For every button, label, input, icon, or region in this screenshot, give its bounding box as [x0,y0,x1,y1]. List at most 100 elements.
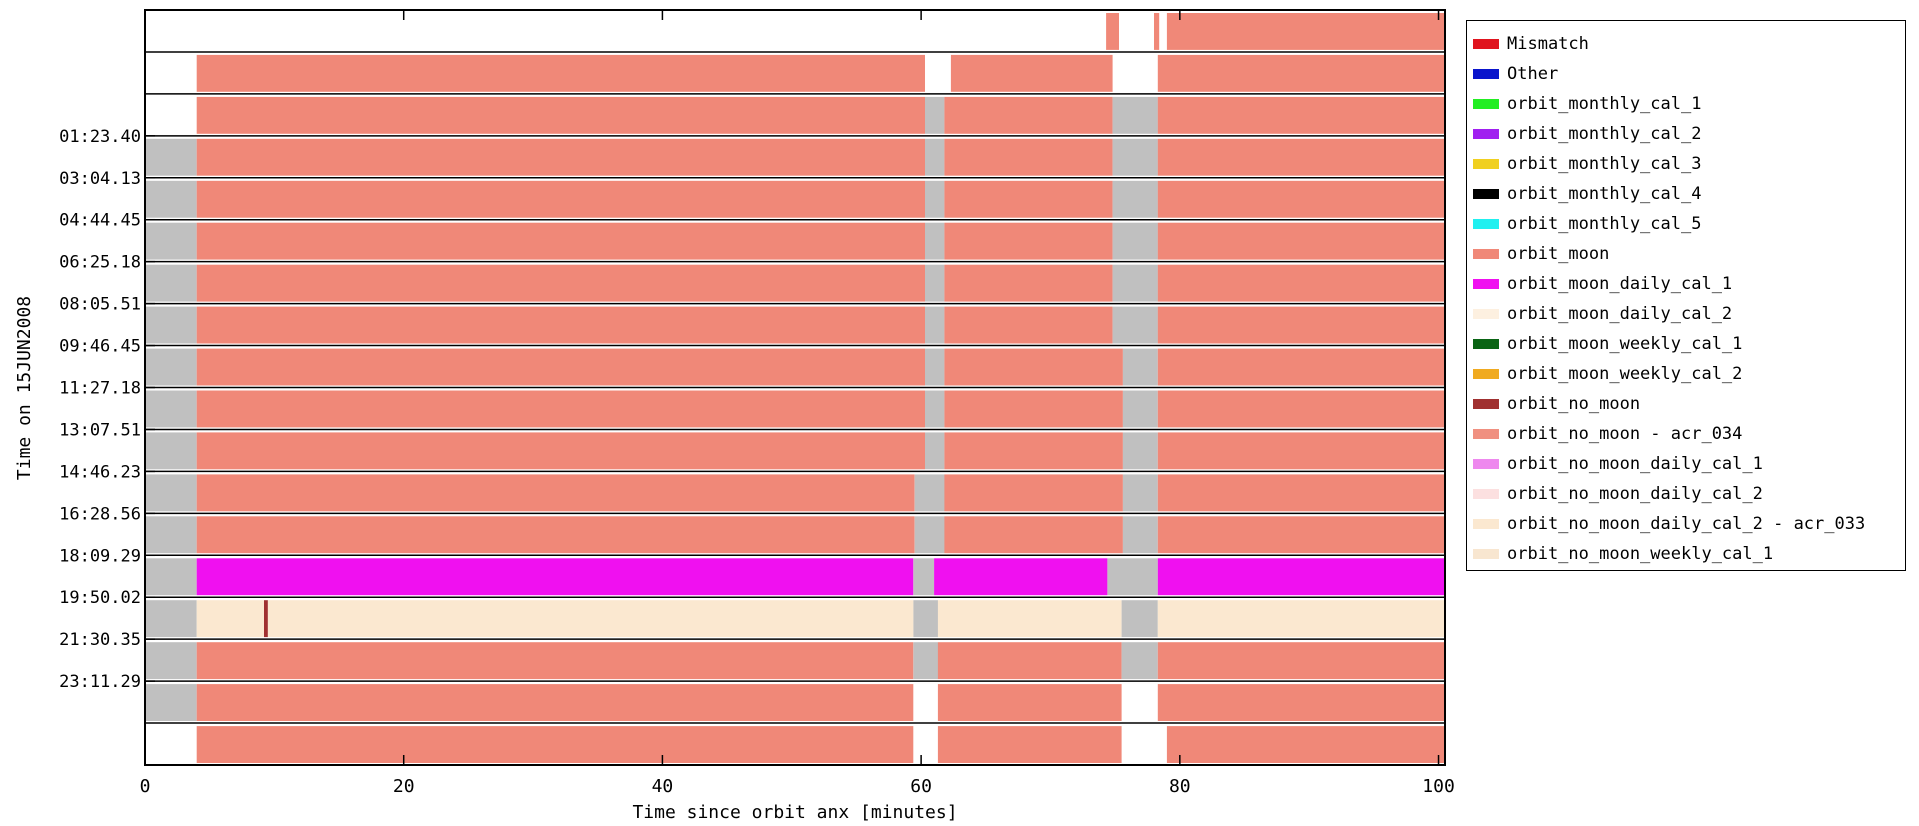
bar-segment [1112,264,1158,302]
bar-segment [196,600,264,638]
bar-segment [264,600,268,638]
bar-segment [1122,516,1158,554]
legend-item: orbit_moon_daily_cal_2 [1467,299,1905,329]
bar-segment [1112,306,1158,344]
bar-segment [145,222,197,260]
bar-segment [1157,642,1445,680]
bar-segment [196,390,925,428]
bar-segment [937,600,1122,638]
y-tick-label: 06:25.18 [59,253,141,273]
legend-swatch [1473,519,1499,529]
bar-segment [196,54,925,92]
bar-segment [196,222,925,260]
bar-segment [944,474,1123,512]
legend-item: orbit_monthly_cal_3 [1467,149,1905,179]
bar-segment [925,222,945,260]
legend-label: orbit_moon [1507,244,1610,264]
bar-segment [937,642,1122,680]
bar-segment [1157,600,1445,638]
bar-segment [944,348,1123,386]
legend-swatch [1473,399,1499,409]
bar-segment [1107,558,1158,596]
legend-swatch [1473,159,1499,169]
bar-segment [925,306,945,344]
legend-swatch [1473,549,1499,559]
x-tick-label: 100 [1422,776,1455,797]
legend: Mismatch Other orbit_monthly_cal_1 orbit_mo… [1466,20,1906,571]
legend-swatch [1473,249,1499,259]
bar-segment [925,390,945,428]
y-tick-label: 23:11.29 [59,672,141,692]
bar-segment [1157,54,1445,92]
bar-segment [196,180,925,218]
bar-segment [145,348,197,386]
legend-label: orbit_no_moon - acr_034 [1507,424,1743,444]
legend-label: orbit_moon_daily_cal_2 [1507,304,1733,324]
legend-label: orbit_monthly_cal_3 [1507,154,1702,174]
bar-segment [913,558,935,596]
bar-segment [1341,726,1445,763]
legend-label: orbit_moon_weekly_cal_1 [1507,334,1743,354]
x-axis-label: Time since orbit anx [minutes] [632,802,957,823]
bar-segment [196,264,925,302]
y-tick-label: 18:09.29 [59,546,141,566]
bar-segment [914,474,945,512]
legend-swatch [1473,489,1499,499]
y-tick-label: 19:50.02 [59,588,141,608]
legend-label: orbit_moon_weekly_cal_2 [1507,364,1743,384]
legend-item: orbit_monthly_cal_4 [1467,179,1905,209]
bar-segment [1157,516,1445,554]
legend-label: Mismatch [1507,34,1589,54]
bar-segment [944,306,1113,344]
bar-segment [145,600,197,638]
y-tick-label: 16:28.56 [59,504,141,524]
legend-item: orbit_moon_weekly_cal_2 [1467,359,1905,389]
bar-segment [145,684,197,721]
x-axis: 0 20 40 60 80 100 [140,10,1455,797]
bar-segment [1157,306,1445,344]
bar-layer [145,13,1445,763]
legend-swatch [1473,129,1499,139]
bar-segment [196,726,914,763]
bar-segment [925,432,945,470]
y-tick-label: 04:44.45 [59,211,141,231]
bar-segment [914,516,945,554]
bar-segment [1121,642,1158,680]
bar-segment [913,642,938,680]
bar-segment [944,264,1113,302]
legend-label: Other [1507,64,1559,84]
bar-segment [925,264,945,302]
bar-segment [1166,726,1342,763]
y-axis: 01:23.40 03:04.13 04:44.45 06:25.18 08:05.51… [59,127,155,692]
bar-segment [1157,432,1445,470]
legend-label: orbit_moon_daily_cal_1 [1507,274,1733,294]
legend-item: orbit_no_moon - acr_034 [1467,419,1905,449]
bar-segment [913,600,938,638]
bar-segment [944,138,1113,176]
bar-segment [145,516,197,554]
bar-segment [1157,348,1445,386]
y-tick-label: 21:30.35 [59,630,141,650]
legend-item: Other [1467,59,1905,89]
bar-segment [1122,432,1158,470]
bar-segment [937,684,1122,721]
legend-item: orbit_no_moon_daily_cal_1 [1467,449,1905,479]
bar-segment [1157,684,1445,721]
legend-item: orbit_monthly_cal_1 [1467,89,1905,119]
bar-segment [944,432,1123,470]
legend-label: orbit_monthly_cal_4 [1507,184,1702,204]
x-tick-label: 40 [652,776,674,797]
bar-segment [1157,474,1445,512]
bar-segment [145,180,197,218]
bar-segment [1154,13,1160,50]
x-tick-label: 20 [393,776,415,797]
bar-segment [1112,180,1158,218]
legend-swatch [1473,339,1499,349]
x-tick-label: 60 [910,776,932,797]
bar-segment [145,474,197,512]
y-axis-label: Time on 15JUN2008 [14,296,35,480]
legend-item: orbit_no_moon_weekly_cal_1 [1467,539,1905,569]
y-tick-label: 03:04.13 [59,169,141,189]
bar-segment [1122,390,1158,428]
legend-swatch [1473,99,1499,109]
